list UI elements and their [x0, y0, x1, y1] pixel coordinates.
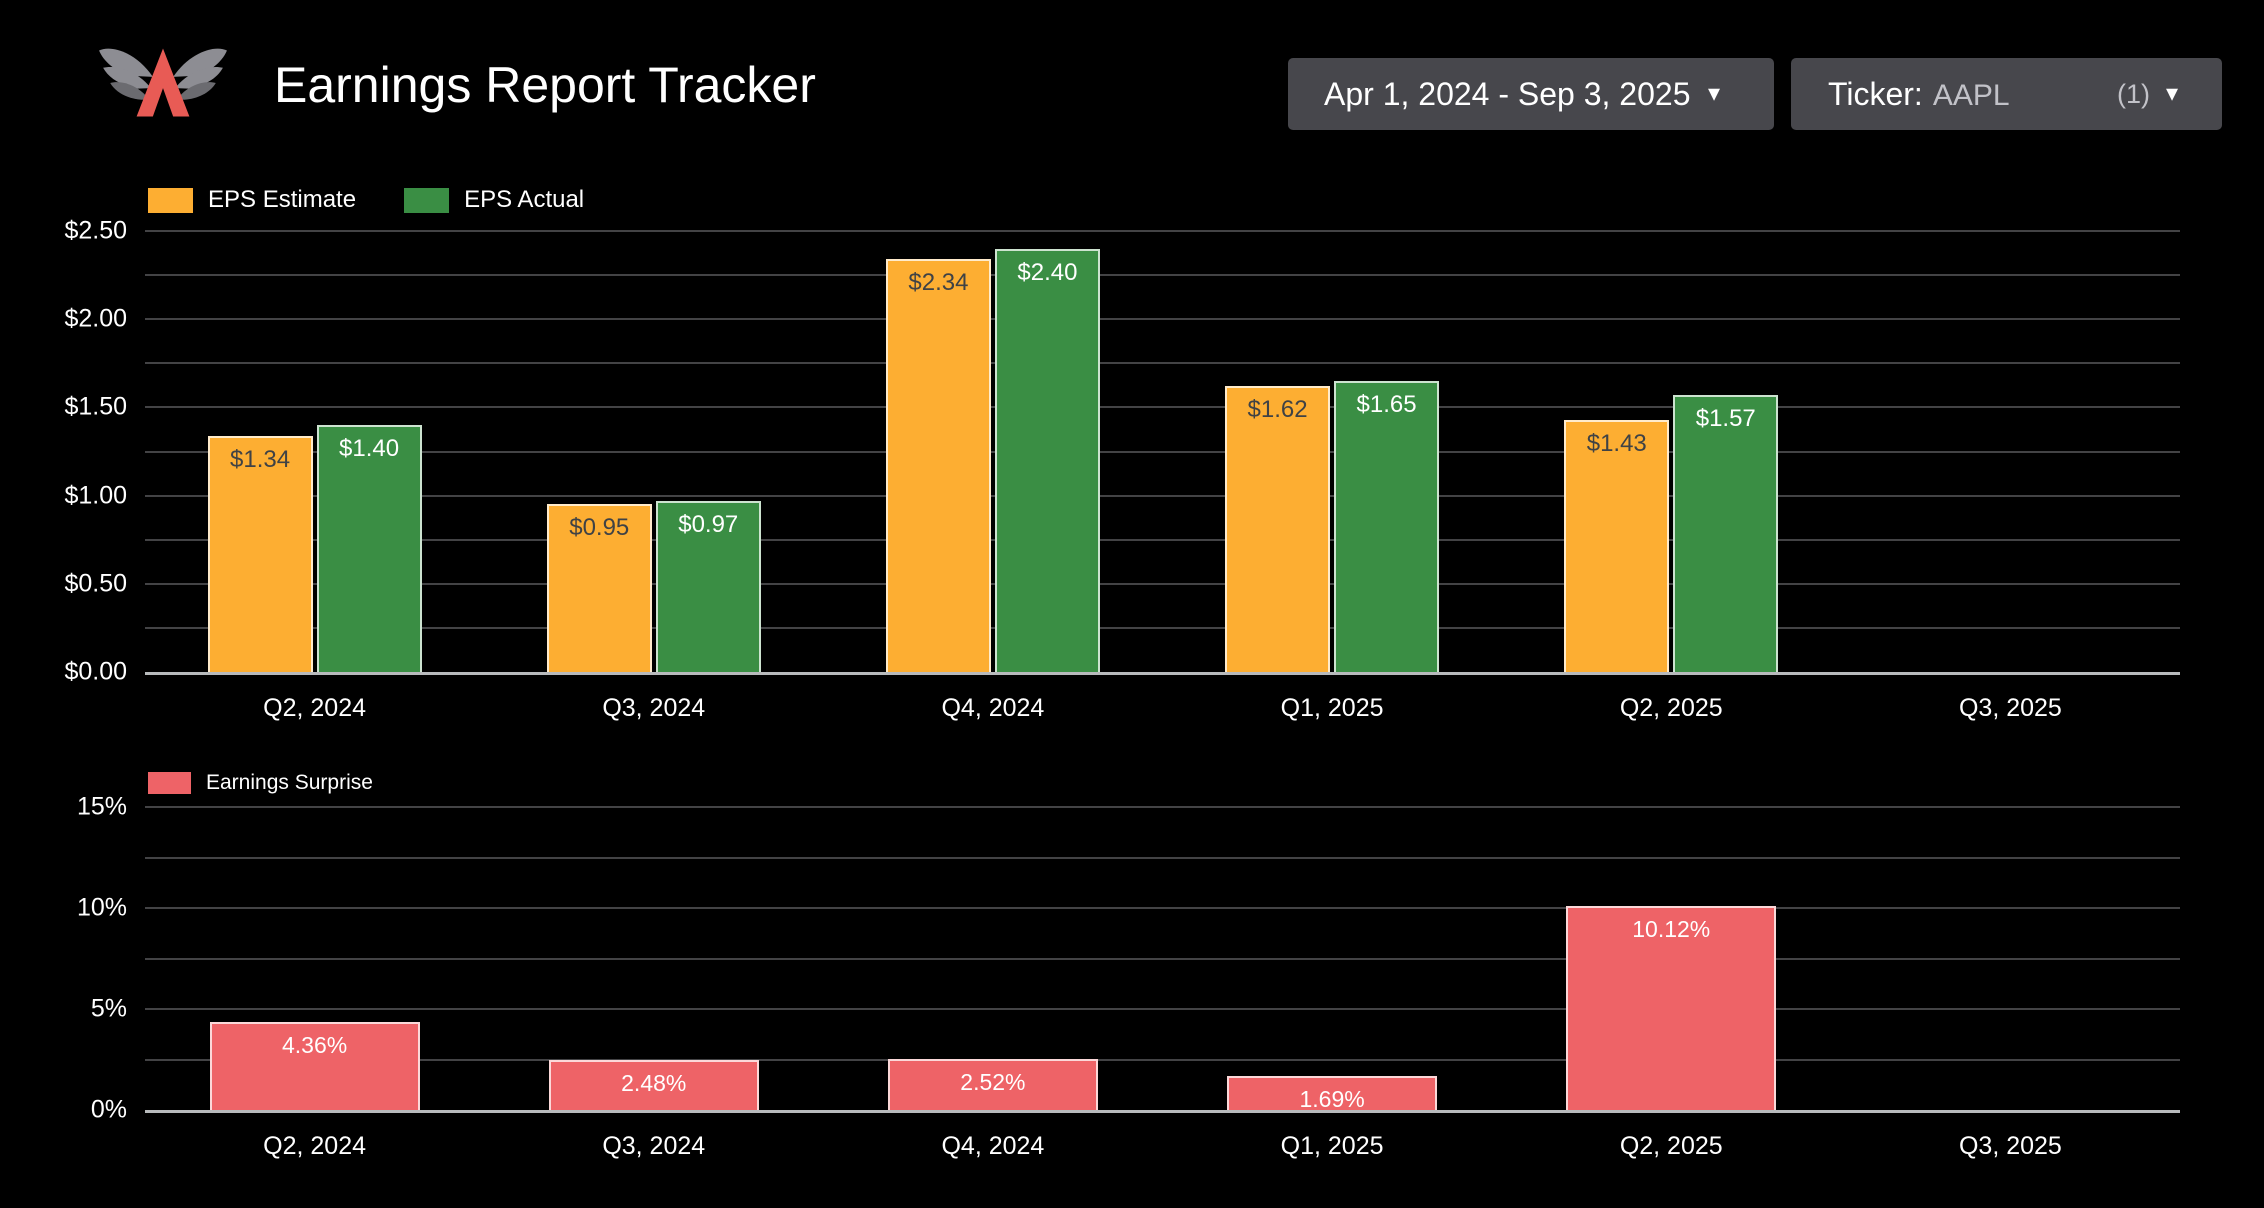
y-axis-label: $2.00	[64, 304, 127, 333]
bar-eps-actual-q3-2024[interactable]: $0.97	[655, 500, 761, 672]
bar-earnings-surprise-q1-2025[interactable]: 1.69%	[1227, 1075, 1438, 1112]
bar-earnings-surprise-q4-2024[interactable]: 2.52%	[887, 1059, 1098, 1110]
bar-earnings-surprise-q2-2025[interactable]: 10.12%	[1566, 905, 1777, 1110]
bar-value-label: $1.40	[339, 435, 400, 463]
x-axis-label: Q1, 2025	[1280, 1132, 1384, 1160]
bar-value-label: $2.34	[908, 269, 969, 297]
bar-eps-estimate-q3-2024[interactable]: $0.95	[546, 504, 652, 672]
bar-eps-actual-q4-2024[interactable]: $2.40	[994, 248, 1100, 672]
bar-value-label: $1.62	[1247, 396, 1308, 424]
x-axis-label: Q3, 2024	[602, 694, 706, 722]
bar-value-label: 1.69%	[1299, 1085, 1365, 1112]
bar-eps-estimate-q2-2024[interactable]: $1.34	[207, 435, 313, 672]
gridline	[145, 230, 2180, 232]
date-range-dropdown[interactable]: Apr 1, 2024 - Sep 3, 2025 ▾	[1288, 58, 1774, 130]
x-axis-label: Q3, 2025	[1958, 1132, 2062, 1160]
x-axis-label: Q2, 2024	[263, 694, 367, 722]
legend-item-earnings-surprise[interactable]: Earnings Surprise	[148, 771, 373, 795]
y-axis-label: $1.50	[64, 392, 127, 421]
y-axis-label: $2.50	[64, 216, 127, 245]
x-axis-label: Q4, 2024	[941, 1132, 1045, 1160]
bar-value-label: 4.36%	[281, 1031, 348, 1058]
gridline	[145, 1008, 2180, 1011]
y-axis-label: 15%	[76, 792, 127, 821]
legend-label: EPS Actual	[464, 186, 585, 213]
ticker-label: Ticker:	[1828, 75, 1923, 112]
ticker-dropdown[interactable]: Ticker: AAPL (1) ▾	[1791, 58, 2222, 130]
surprise-chart-legend: Earnings Surprise	[148, 771, 421, 795]
gridline	[145, 626, 2180, 629]
bar-eps-estimate-q1-2025[interactable]: $1.62	[1225, 386, 1331, 672]
bar-eps-estimate-q2-2025[interactable]: $1.43	[1564, 419, 1670, 672]
x-axis-label: Q4, 2024	[941, 694, 1045, 722]
surprise-chart-plot: 0% 5% 10% 15% Q2, 2024 Q3, 2024 Q4, 2024 Q1, 20…	[77, 794, 2180, 1160]
winged-a-logo-icon	[99, 48, 227, 117]
eps-chart-plot: $0.00 $0.50 $1.00 $1.50 $2.00 $2.50 Q2, 2024 Q3…	[64, 218, 2180, 722]
date-range-value: Apr 1, 2024 - Sep 3, 2025	[1324, 75, 1691, 112]
gridline	[145, 318, 2180, 321]
bar-value-label: 2.48%	[621, 1069, 687, 1096]
bar-eps-actual-q1-2025[interactable]: $1.65	[1334, 380, 1440, 672]
y-axis-label: 0%	[90, 1095, 127, 1124]
legend-item-eps-actual[interactable]: EPS Actual	[404, 186, 584, 214]
ticker-value: AAPL	[1932, 78, 2010, 112]
gridline	[145, 450, 2180, 453]
legend-item-eps-estimate[interactable]: EPS Estimate	[148, 186, 356, 214]
bar-eps-estimate-q4-2024[interactable]: $2.34	[885, 259, 991, 672]
gridline	[145, 1058, 2180, 1061]
gridline	[145, 582, 2180, 585]
legend-label: EPS Estimate	[208, 186, 357, 213]
bar-value-label: $1.34	[230, 445, 291, 473]
gridline	[145, 806, 2180, 808]
legend-swatch	[148, 772, 191, 794]
y-axis-label: $1.00	[64, 481, 127, 510]
y-axis-label: $0.50	[64, 569, 127, 598]
gridline	[145, 406, 2180, 409]
bar-value-label: $0.97	[678, 510, 739, 538]
x-axis-label: Q3, 2024	[602, 1132, 706, 1160]
gridline	[145, 494, 2180, 497]
legend-swatch	[148, 187, 193, 213]
bar-value-label: $2.40	[1017, 258, 1078, 286]
bar-value-label: $1.43	[1586, 429, 1647, 457]
gridline	[145, 274, 2180, 277]
bar-earnings-surprise-q2-2024[interactable]: 4.36%	[209, 1021, 420, 1110]
gridline	[145, 538, 2180, 541]
legend-label: Earnings Surprise	[206, 771, 373, 794]
legend-swatch	[404, 187, 450, 213]
bar-earnings-surprise-q3-2024[interactable]: 2.48%	[548, 1059, 759, 1110]
x-axis-label: Q2, 2025	[1619, 1132, 1723, 1160]
bar-eps-actual-q2-2024[interactable]: $1.40	[316, 425, 422, 672]
gridline	[145, 856, 2180, 859]
y-axis-label: $0.00	[64, 657, 127, 686]
gridline	[145, 957, 2180, 960]
gridline	[145, 362, 2180, 365]
ticker-right: (1) ▾	[2117, 79, 2178, 110]
y-axis-label: 5%	[90, 994, 127, 1023]
chevron-down-icon: ▾	[2165, 80, 2178, 107]
bar-value-label: $1.65	[1356, 390, 1417, 418]
x-axis-label: Q3, 2025	[1958, 694, 2062, 722]
gridline	[145, 907, 2180, 910]
page-title: Earnings Report Tracker	[274, 57, 816, 113]
app-logo	[96, 42, 230, 122]
ticker-count-badge: (1)	[2116, 78, 2150, 109]
bar-value-label: $0.95	[569, 514, 630, 542]
bar-eps-actual-q2-2025[interactable]: $1.57	[1673, 395, 1779, 672]
eps-chart-legend: EPS Estimate EPS Actual	[148, 186, 632, 214]
x-axis-label: Q1, 2025	[1280, 694, 1384, 722]
x-axis-label: Q2, 2025	[1619, 694, 1723, 722]
bar-value-label: $1.57	[1695, 405, 1756, 433]
bar-value-label: 2.52%	[960, 1069, 1026, 1096]
ticker-text: Ticker: AAPL	[1828, 76, 2010, 113]
bar-value-label: 10.12%	[1632, 915, 1711, 942]
chevron-down-icon: ▾	[1707, 80, 1720, 107]
y-axis-label: 10%	[76, 893, 127, 922]
x-axis-label: Q2, 2024	[263, 1132, 367, 1160]
